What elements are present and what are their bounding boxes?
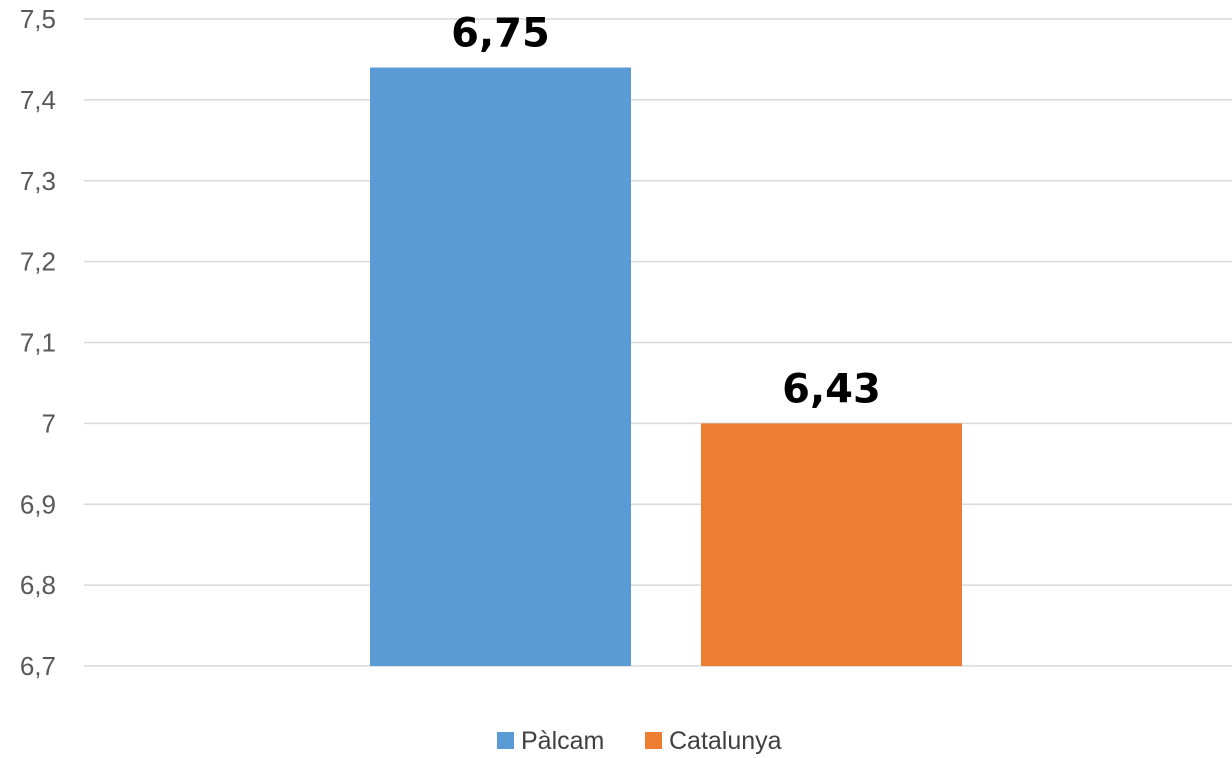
y-tick-label: 7,4 (20, 85, 56, 115)
data-label-0: 6,75 (451, 11, 550, 57)
bars (370, 67, 962, 666)
y-tick-label: 7,3 (20, 166, 56, 196)
legend-label-0: Pàlcam (521, 727, 604, 755)
y-tick-label: 6,7 (20, 651, 56, 681)
y-tick-label: 6,8 (20, 570, 56, 600)
legend-swatch-1 (645, 732, 662, 749)
y-tick-label: 7 (42, 408, 56, 438)
y-tick-label: 7,5 (20, 4, 56, 34)
legend: Pàlcam Catalunya (497, 727, 782, 755)
bar-1 (701, 423, 962, 666)
y-tick-label: 7,1 (20, 328, 56, 358)
y-axis-tick-labels: 7,5 7,4 7,3 7,2 7,1 7 6,9 6,8 6,7 (20, 4, 56, 681)
legend-label-1: Catalunya (669, 727, 782, 755)
y-tick-label: 6,9 (20, 489, 56, 519)
data-labels: 6,75 6,43 (451, 11, 881, 413)
bar-0 (370, 67, 631, 666)
legend-swatch-0 (497, 732, 514, 749)
y-tick-label: 7,2 (20, 247, 56, 277)
gridlines (84, 18, 1232, 667)
data-label-1: 6,43 (782, 366, 881, 412)
